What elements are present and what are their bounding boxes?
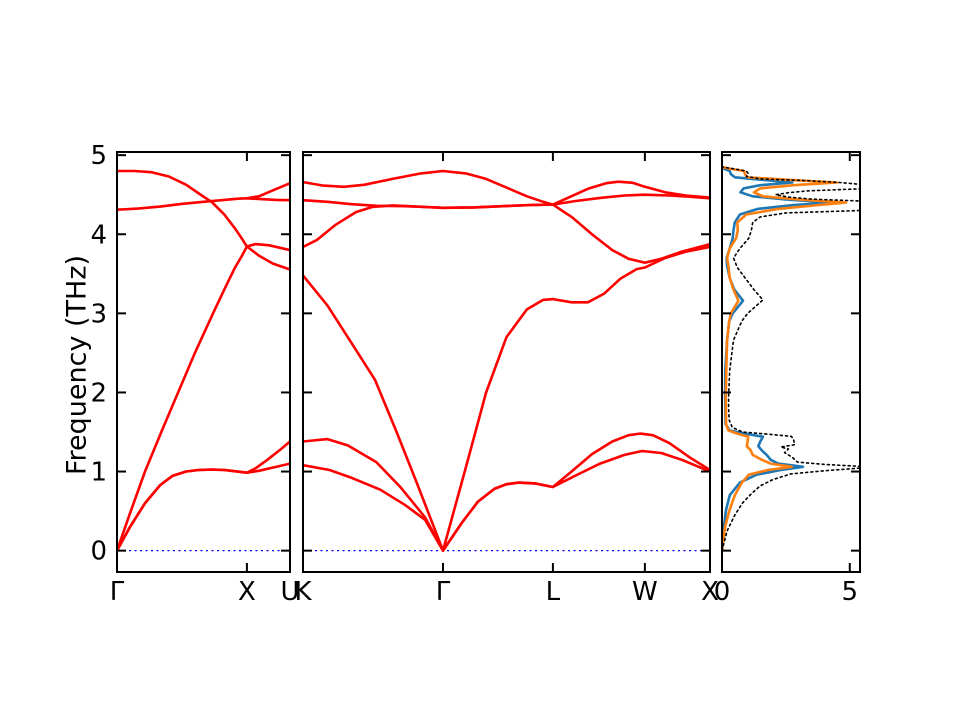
band-line-TA-branch-b [117, 440, 290, 552]
x-tick-label: U [280, 577, 299, 607]
panel-content-band-middle [303, 169, 710, 552]
band-line-optical-flat [117, 197, 290, 211]
panel-band-left: 0 1 2 3 4 5 Γ X U [90, 141, 299, 607]
band-line-optical-upper-split [245, 181, 290, 200]
axes-frame-band-left [116, 151, 291, 573]
y-tick-label: 0 [90, 537, 107, 567]
band-line-LA-split-branch [245, 245, 290, 271]
band-line-TA-branch-1 [303, 449, 710, 552]
x-tick-label: W [632, 577, 658, 607]
y-tick-label: 1 [90, 458, 107, 488]
x-tick-label: Γ [110, 577, 125, 607]
axes-frame-dos [721, 151, 861, 573]
panel-content-band-left [117, 169, 290, 552]
band-line-optical-descending [117, 169, 249, 248]
band-line-optical-rising-b [303, 180, 710, 249]
x-tick-label: X [238, 577, 256, 607]
axes-frame-band-middle [302, 151, 711, 573]
panel-content-dos [722, 165, 860, 552]
x-tick-label: X [701, 577, 719, 607]
x-tick-label: 5 [842, 577, 859, 607]
band-line-LA-branch [303, 245, 710, 552]
y-tick-label: 2 [90, 378, 107, 408]
band-line-TA-branch-2 [303, 432, 710, 552]
partial-dos-1-curve [722, 166, 834, 552]
partial-dos-2-curve [722, 165, 848, 552]
band-line-LA-branch [117, 242, 290, 552]
band-line-optical-descending [303, 169, 710, 265]
x-tick-label: 0 [714, 577, 731, 607]
total-dos-curve [722, 166, 860, 552]
y-tick-label: 3 [90, 299, 107, 329]
x-tick-label: L [546, 577, 561, 607]
x-tick-label: Γ [436, 577, 451, 607]
y-tick-label: 5 [90, 141, 107, 171]
x-tick-label: K [294, 577, 312, 607]
y-tick-label: 4 [90, 220, 107, 250]
